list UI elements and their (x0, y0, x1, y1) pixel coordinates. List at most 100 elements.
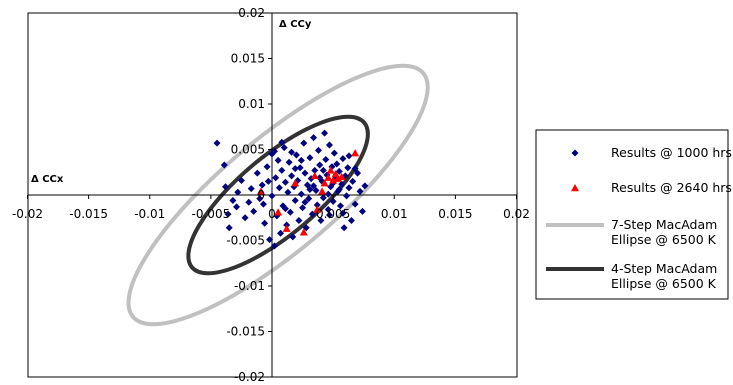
data-point-1000hrs (351, 200, 359, 208)
data-point-1000hrs (302, 224, 310, 232)
data-point-1000hrs (237, 176, 245, 184)
data-point-2640hrs (313, 205, 322, 213)
data-point-1000hrs (310, 182, 318, 190)
data-point-1000hrs (310, 134, 318, 142)
data-point-2640hrs (334, 174, 343, 182)
legend-entries: Results @ 1000 hrs Results @ 2640 hrs 7-St… (546, 145, 732, 291)
y-tick-label: 0.005 (231, 143, 265, 157)
data-point-1000hrs (258, 181, 266, 189)
x-tick-label: -0.02 (12, 207, 43, 221)
legend-marker-2640hrs (571, 184, 579, 192)
data-point-1000hrs (347, 216, 355, 224)
x-tick-label: 0.015 (438, 207, 472, 221)
data-point-1000hrs (284, 188, 292, 196)
data-point-1000hrs (339, 155, 347, 163)
data-point-1000hrs (349, 177, 357, 185)
data-point-1000hrs (285, 158, 293, 166)
data-point-1000hrs (291, 196, 299, 204)
y-tick-label: -0.02 (234, 370, 265, 381)
data-point-1000hrs (338, 180, 346, 188)
data-point-1000hrs (277, 229, 285, 237)
data-point-1000hrs (229, 196, 237, 204)
y-tick-label: -0.015 (226, 325, 265, 339)
data-point-1000hrs (297, 190, 305, 198)
data-point-1000hrs (344, 164, 352, 172)
data-point-1000hrs (281, 205, 289, 213)
data-point-2640hrs (326, 166, 335, 174)
data-point-2640hrs (282, 224, 291, 232)
data-point-1000hrs (316, 174, 324, 182)
data-point-1000hrs (225, 224, 233, 232)
data-point-1000hrs (296, 164, 304, 172)
y-tick-label: -0.005 (226, 234, 265, 248)
data-point-1000hrs (263, 163, 271, 171)
y-tick-label: 0 (257, 188, 265, 202)
data-point-1000hrs (233, 203, 241, 211)
data-point-1000hrs (356, 187, 364, 195)
x-tick-label: 0.005 (316, 207, 350, 221)
data-point-1000hrs (278, 166, 286, 174)
data-point-1000hrs (247, 185, 255, 193)
data-point-1000hrs (286, 208, 294, 216)
x-axis-title: Δ CCx (31, 174, 64, 185)
legend-label-1000hrs: Results @ 1000 hrs (611, 145, 732, 160)
data-point-1000hrs (333, 160, 341, 168)
data-point-1000hrs (316, 161, 324, 169)
data-point-1000hrs (256, 195, 264, 203)
data-point-1000hrs (270, 242, 278, 250)
x-tick-label: -0.015 (69, 207, 108, 221)
data-point-1000hrs (299, 204, 307, 212)
macadam-ellipse-7-step (126, 63, 430, 327)
data-point-1000hrs (300, 139, 308, 147)
data-point-1000hrs (220, 161, 228, 169)
data-point-1000hrs (340, 224, 348, 232)
data-point-1000hrs (319, 166, 327, 174)
macadam-ellipse-4-step (186, 114, 370, 276)
data-point-1000hrs (324, 206, 332, 214)
data-point-1000hrs (280, 144, 288, 152)
data-point-1000hrs (301, 169, 309, 177)
x-tick-label: -0.01 (134, 207, 165, 221)
data-point-2640hrs (324, 173, 333, 181)
data-point-1000hrs (222, 183, 230, 191)
y-tick-label: 0.01 (238, 97, 265, 111)
data-point-1000hrs (278, 138, 286, 146)
data-point-1000hrs (345, 184, 353, 192)
data-point-1000hrs (343, 192, 351, 200)
data-point-1000hrs (358, 207, 366, 215)
legend-label-4-step-ellipse: 4-Step MacAdam (611, 261, 717, 276)
data-point-1000hrs (335, 186, 343, 194)
tick-labels: -0.02 -0.015 -0.01 -0.005 0 0.005 0.01 0.015 0.0… (12, 6, 530, 384)
data-point-1000hrs (275, 184, 283, 192)
legend-marker-1000hrs (571, 149, 579, 157)
data-point-2640hrs (320, 179, 329, 187)
data-point-1000hrs (245, 198, 253, 206)
data-point-1000hrs (261, 219, 269, 227)
data-point-2640hrs (274, 208, 283, 216)
data-point-1000hrs (272, 174, 280, 182)
data-point-1000hrs (361, 182, 369, 190)
data-point-1000hrs (266, 236, 274, 244)
data-point-1000hrs (339, 209, 347, 217)
ellipse-layer (126, 63, 430, 327)
legend-label-7-step-ellipse: Ellipse @ 6500 K (611, 232, 717, 247)
data-point-1000hrs (301, 198, 309, 206)
data-point-2640hrs (351, 149, 360, 157)
data-point-1000hrs (314, 146, 322, 154)
y-axis-title: Δ CCy (279, 19, 312, 30)
data-point-1000hrs (322, 156, 330, 164)
data-point-1000hrs (295, 216, 303, 224)
data-point-1000hrs (319, 194, 327, 202)
data-point-2640hrs (310, 171, 319, 180)
data-point-1000hrs (259, 200, 267, 208)
data-point-1000hrs (253, 169, 261, 177)
y-tick-label: 0.02 (238, 6, 265, 20)
data-point-1000hrs (329, 197, 337, 205)
data-point-1000hrs (305, 195, 313, 203)
data-point-1000hrs (234, 188, 242, 196)
data-point-1000hrs (351, 165, 359, 173)
data-point-2640hrs (291, 179, 300, 187)
data-point-1000hrs (324, 190, 332, 198)
data-point-1000hrs (317, 216, 325, 224)
data-point-1000hrs (241, 214, 249, 222)
